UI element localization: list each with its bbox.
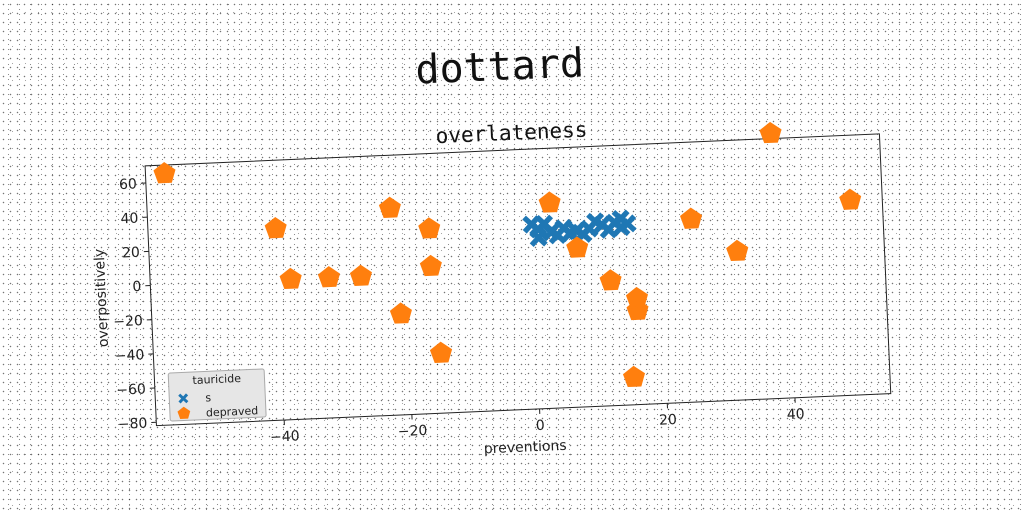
data-point: [153, 162, 176, 184]
data-point: [418, 217, 441, 239]
chart-title: overlateness: [435, 118, 588, 149]
y-tick-label: −20: [113, 313, 143, 330]
plot-marks: [153, 121, 862, 388]
data-point: [389, 302, 412, 324]
data-point: [680, 207, 703, 229]
legend-marker: [177, 406, 191, 420]
legend-title: tauricide: [192, 372, 241, 387]
data-point: [529, 228, 548, 247]
data-point: [726, 239, 749, 262]
data-point: [264, 217, 287, 239]
x-axis-label: preventions: [484, 438, 567, 458]
x-tick-label: 40: [786, 406, 805, 423]
y-axis-label: overpositively: [92, 248, 112, 347]
data-point: [567, 221, 586, 241]
data-point: [429, 341, 453, 363]
y-tick-label: 40: [120, 211, 139, 228]
axes-frame: [144, 133, 892, 427]
data-point: [279, 267, 302, 290]
y-tick-label: 20: [122, 245, 141, 262]
x-tick-label: 20: [659, 412, 678, 429]
axis-ticks: −40 −20 0 20 40 −80 −60 −40 −20 0 20 40 60: [113, 176, 805, 445]
data-point: [317, 266, 340, 288]
y-tick-label: 60: [119, 176, 138, 193]
data-point: [419, 254, 442, 277]
legend-label: s: [205, 391, 212, 404]
legend-label: depraved: [206, 404, 259, 419]
data-point: [566, 236, 589, 258]
data-point: [378, 196, 401, 218]
data-point: [759, 121, 782, 144]
y-tick-label: −60: [116, 381, 146, 398]
data-point: [839, 188, 862, 210]
data-point: [349, 264, 372, 286]
x-tick-label: 0: [536, 418, 546, 434]
data-point: [618, 214, 637, 233]
data-point: [599, 269, 622, 291]
legend-marker: [178, 393, 189, 404]
y-tick-label: −40: [115, 347, 145, 364]
y-tick-label: −80: [117, 416, 147, 433]
data-point: [625, 286, 648, 309]
legend-box: [167, 368, 267, 422]
x-tick-label: −20: [397, 423, 427, 440]
data-point: [622, 365, 646, 388]
y-tick-label: 0: [132, 279, 142, 295]
data-point: [538, 191, 561, 213]
x-tick-label: −40: [270, 428, 300, 445]
